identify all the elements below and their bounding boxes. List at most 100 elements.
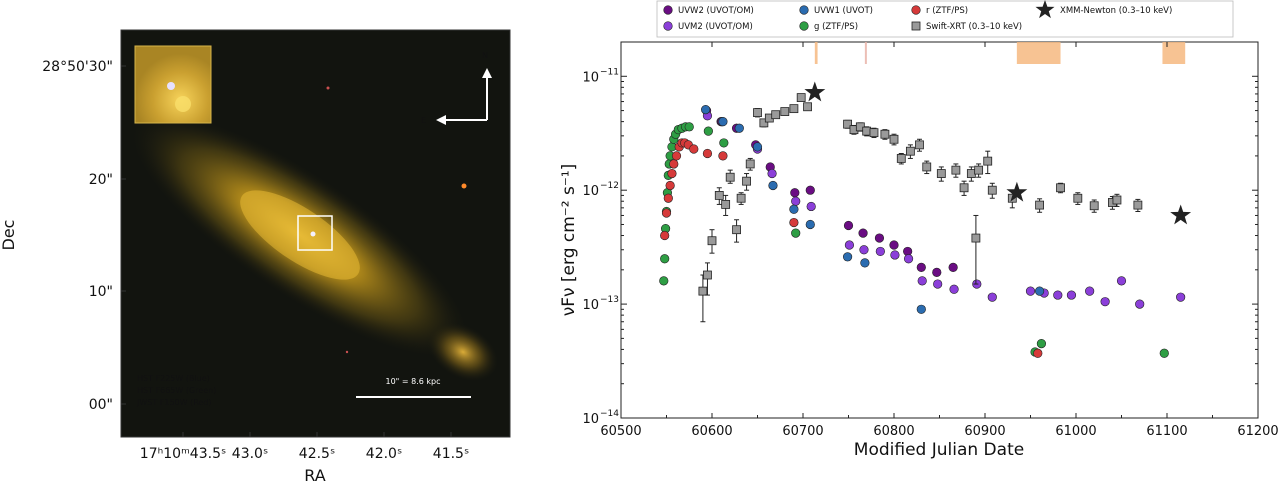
data-point xyxy=(689,144,699,154)
compass: N E xyxy=(421,51,492,125)
data-point xyxy=(875,246,885,257)
data-point xyxy=(732,225,741,235)
data-point xyxy=(842,252,853,262)
data-point xyxy=(796,93,806,102)
data-point xyxy=(917,276,927,286)
zoom-box xyxy=(297,215,333,251)
observation-window-band xyxy=(1016,42,1061,64)
ra-tick-label: 17ʰ10ᵐ43.5ˢ xyxy=(140,446,226,462)
data-point xyxy=(896,154,906,163)
y-tick-exponent: −13 xyxy=(600,295,619,305)
data-point xyxy=(1089,201,1099,211)
data-point xyxy=(1135,299,1145,309)
series-6 xyxy=(804,81,1192,225)
east-arrowhead-icon xyxy=(436,115,446,125)
data-point xyxy=(734,123,744,133)
data-point xyxy=(916,262,926,272)
data-point xyxy=(714,191,724,200)
data-point xyxy=(725,172,735,182)
data-point xyxy=(1066,290,1077,300)
compass-east-label: E xyxy=(421,116,426,125)
x-tick-label: 61200 xyxy=(1237,424,1278,439)
data-point xyxy=(806,201,816,212)
observation-window-band xyxy=(864,42,867,64)
data-point xyxy=(702,148,713,159)
data-point xyxy=(684,122,694,132)
data-point xyxy=(742,176,751,186)
data-point xyxy=(1085,286,1095,296)
legend-square-icon xyxy=(911,21,921,31)
x-axis-label: Modified Julian Date xyxy=(854,440,1024,460)
legend-circle-icon xyxy=(663,5,673,15)
data-point xyxy=(1035,200,1044,210)
data-point xyxy=(889,134,899,144)
data-point xyxy=(987,292,997,302)
data-point xyxy=(1170,204,1192,225)
legend-star-icon xyxy=(1035,0,1055,19)
x-tick-label: 61000 xyxy=(1055,424,1096,439)
legend: UVW2 (UVOT/OM) UVM2 (UVOT/OM) UVW1 (UVOT) g… xyxy=(656,0,1234,38)
data-point xyxy=(719,138,729,148)
data-point xyxy=(869,128,879,138)
data-point xyxy=(858,228,868,238)
data-point xyxy=(721,200,731,209)
data-point xyxy=(1053,290,1063,300)
data-point xyxy=(671,151,682,161)
data-point xyxy=(789,217,799,228)
data-point xyxy=(791,196,801,206)
faint-source xyxy=(326,86,330,90)
data-point xyxy=(780,107,790,116)
dec-tick-label: 28°50'30" xyxy=(42,59,113,75)
red-source xyxy=(461,183,467,189)
data-point xyxy=(987,185,997,195)
dec-tick-label: 10" xyxy=(89,284,113,300)
host-galaxy-core xyxy=(240,190,360,280)
data-point xyxy=(753,108,762,117)
observation-windows xyxy=(814,42,1186,64)
data-point xyxy=(789,104,799,114)
data-point xyxy=(1025,286,1036,296)
data-point xyxy=(971,233,981,243)
data-point xyxy=(1056,183,1065,193)
plot-area xyxy=(620,41,1259,419)
data-point xyxy=(1176,292,1186,302)
data-point xyxy=(768,180,778,191)
dec-tick-label: 00" xyxy=(89,397,113,413)
data-point xyxy=(791,228,801,238)
data-marks xyxy=(659,81,1192,358)
inset-nucleus xyxy=(175,96,191,112)
data-point xyxy=(959,183,969,193)
data-point xyxy=(859,245,869,255)
y-tick-exponent: −11 xyxy=(600,67,619,77)
legend-circle-icon xyxy=(799,5,809,15)
data-point xyxy=(703,126,713,136)
data-point xyxy=(862,126,872,136)
data-point xyxy=(701,104,711,115)
legend-label: Swift-XRT (0.3–10 keV) xyxy=(926,22,1022,32)
legend-label: XMM-Newton (0.3–10 keV) xyxy=(1060,6,1172,16)
observation-window-band xyxy=(814,42,818,64)
data-point xyxy=(843,119,852,129)
data-point xyxy=(1073,193,1083,203)
dec-tick-label: 20" xyxy=(89,172,113,188)
data-point xyxy=(880,129,890,139)
compass-north-label: N xyxy=(482,51,488,60)
y-tick-label: 10 xyxy=(582,184,599,199)
data-point xyxy=(949,284,959,294)
x-tick-label: 60900 xyxy=(964,424,1005,439)
data-point xyxy=(874,233,885,243)
data-point xyxy=(843,220,854,231)
data-point xyxy=(767,168,777,179)
data-point xyxy=(669,159,679,169)
x-tick-label: 60600 xyxy=(691,424,732,439)
x-tick-label: 60500 xyxy=(600,424,641,439)
north-arrowhead-icon xyxy=(482,68,492,78)
legend-label: UVM2 (UVOT/OM) xyxy=(678,22,753,32)
data-point xyxy=(951,165,961,175)
data-point xyxy=(1034,286,1045,296)
data-point xyxy=(771,110,781,120)
data-point xyxy=(1006,181,1028,202)
data-point xyxy=(932,267,942,277)
data-point xyxy=(805,185,815,195)
